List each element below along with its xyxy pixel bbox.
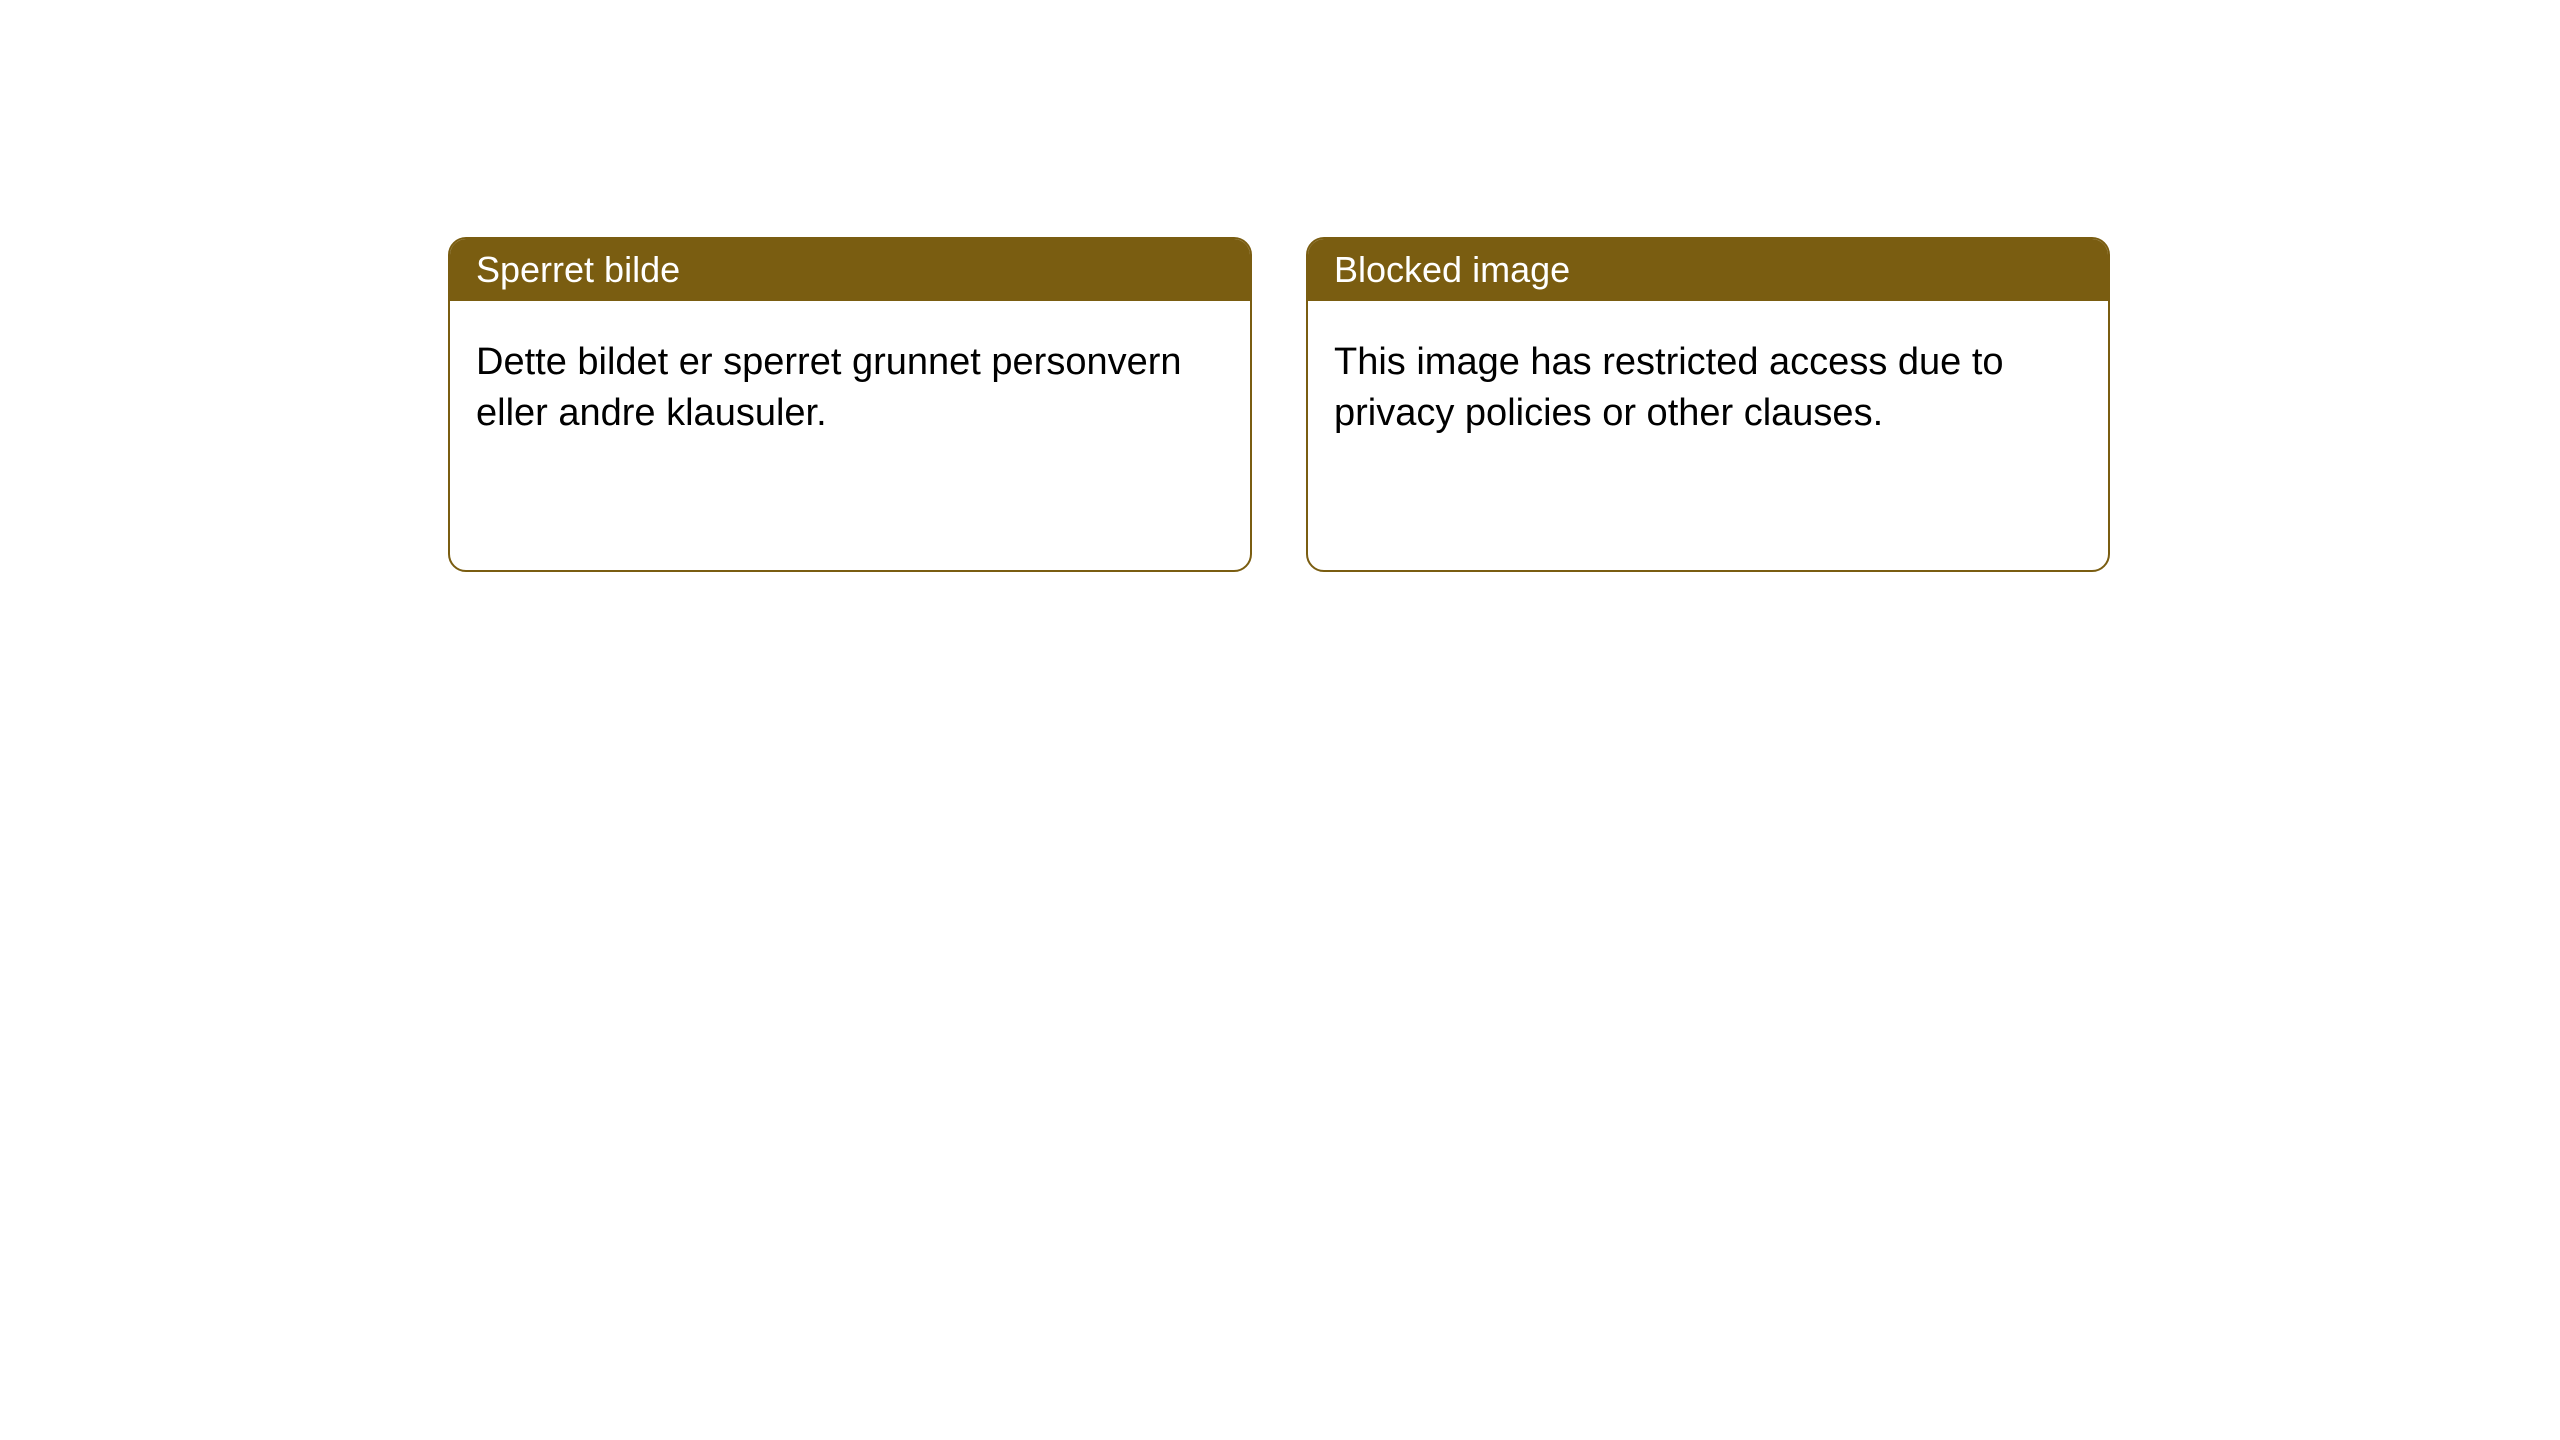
notice-card-title: Sperret bilde <box>450 239 1250 301</box>
notice-card-english: Blocked image This image has restricted … <box>1306 237 2110 572</box>
notice-card-title: Blocked image <box>1308 239 2108 301</box>
notice-container: Sperret bilde Dette bildet er sperret gr… <box>0 0 2560 572</box>
notice-card-body: Dette bildet er sperret grunnet personve… <box>450 301 1250 476</box>
notice-card-norwegian: Sperret bilde Dette bildet er sperret gr… <box>448 237 1252 572</box>
notice-card-body: This image has restricted access due to … <box>1308 301 2108 476</box>
